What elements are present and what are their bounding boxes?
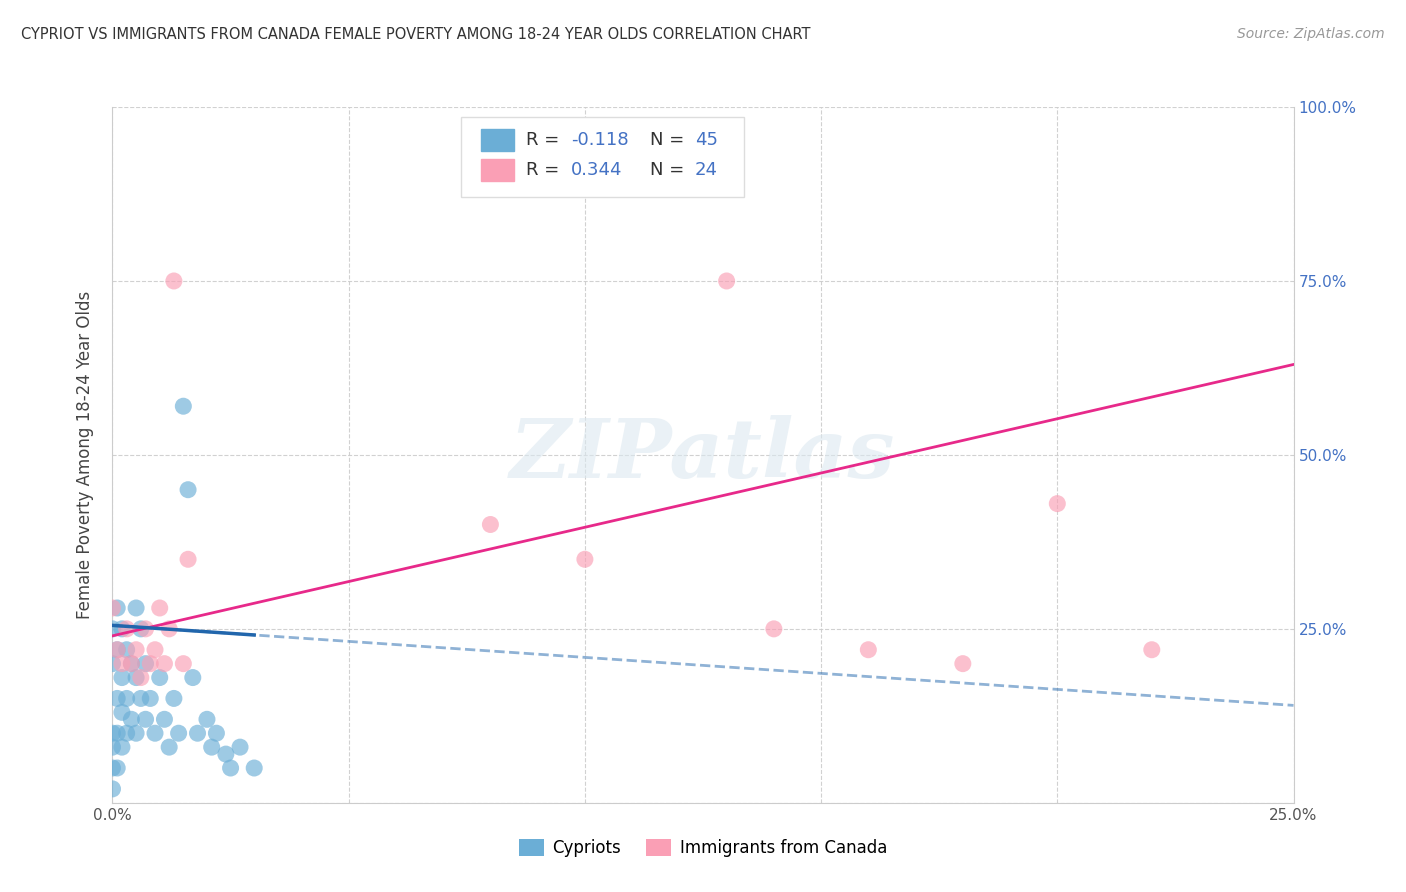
Point [149, 601, 172, 615]
Point [101, 726, 124, 740]
Point [1046, 497, 1069, 511]
Point [157, 740, 180, 755]
Point [139, 657, 162, 671]
Point [143, 642, 166, 657]
Point [181, 671, 204, 685]
Point [129, 691, 152, 706]
Text: R =: R = [526, 161, 565, 179]
Point [135, 622, 157, 636]
Point [101, 622, 124, 636]
Point [858, 642, 880, 657]
Point [762, 622, 785, 636]
Point [105, 691, 128, 706]
Point [101, 601, 124, 615]
FancyBboxPatch shape [461, 118, 744, 197]
Text: 45: 45 [695, 131, 717, 149]
Text: Source: ZipAtlas.com: Source: ZipAtlas.com [1237, 27, 1385, 41]
Point [149, 671, 172, 685]
Bar [481, 128, 515, 151]
Y-axis label: Female Poverty Among 18-24 Year Olds: Female Poverty Among 18-24 Year Olds [76, 291, 94, 619]
Point [115, 691, 138, 706]
Point [163, 274, 186, 288]
Point [105, 601, 128, 615]
Point [716, 274, 738, 288]
Point [125, 671, 148, 685]
Point [105, 726, 128, 740]
Text: N =: N = [650, 161, 690, 179]
Point [101, 657, 124, 671]
Point [215, 747, 238, 761]
Point [153, 657, 176, 671]
Point [120, 657, 142, 671]
Point [101, 781, 124, 796]
Point [205, 726, 228, 740]
Point [157, 622, 180, 636]
Point [172, 399, 194, 413]
Point [115, 726, 138, 740]
Text: R =: R = [526, 131, 565, 149]
Point [167, 726, 190, 740]
Point [115, 622, 138, 636]
Point [120, 657, 142, 671]
Point [153, 712, 176, 726]
Point [219, 761, 242, 775]
Text: N =: N = [650, 131, 690, 149]
Text: -0.118: -0.118 [571, 131, 628, 149]
Point [111, 657, 134, 671]
Point [125, 726, 148, 740]
Point [111, 706, 134, 720]
Point [574, 552, 596, 566]
Point [172, 657, 194, 671]
Point [1140, 642, 1163, 657]
Point [111, 671, 134, 685]
Text: ZIPatlas: ZIPatlas [510, 415, 896, 495]
Point [177, 483, 200, 497]
Point [111, 622, 134, 636]
Point [177, 552, 200, 566]
Point [135, 657, 157, 671]
Point [125, 642, 148, 657]
Point [201, 740, 224, 755]
Point [229, 740, 252, 755]
Text: CYPRIOT VS IMMIGRANTS FROM CANADA FEMALE POVERTY AMONG 18-24 YEAR OLDS CORRELATI: CYPRIOT VS IMMIGRANTS FROM CANADA FEMALE… [21, 27, 811, 42]
Point [105, 642, 128, 657]
Point [195, 712, 218, 726]
Point [105, 761, 128, 775]
Point [101, 740, 124, 755]
Point [163, 691, 186, 706]
Point [129, 622, 152, 636]
Point [101, 761, 124, 775]
Point [139, 691, 162, 706]
Point [125, 601, 148, 615]
Point [135, 712, 157, 726]
Point [479, 517, 502, 532]
Point [105, 642, 128, 657]
Text: 0.344: 0.344 [571, 161, 623, 179]
Point [115, 642, 138, 657]
Point [243, 761, 266, 775]
Bar [481, 159, 515, 181]
Point [120, 712, 142, 726]
Text: 24: 24 [695, 161, 717, 179]
Point [111, 740, 134, 755]
Point [952, 657, 974, 671]
Point [186, 726, 208, 740]
Point [129, 671, 152, 685]
Point [143, 726, 166, 740]
Legend: Cypriots, Immigrants from Canada: Cypriots, Immigrants from Canada [512, 832, 894, 864]
